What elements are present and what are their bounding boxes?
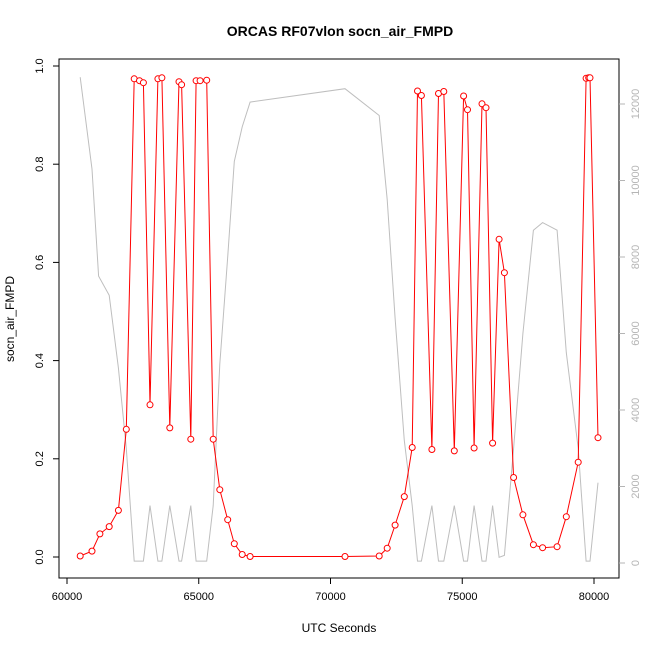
chart-title: ORCAS RF07vlon socn_air_FMPD — [227, 23, 453, 39]
y-axis-label: socn_air_FMPD — [3, 276, 17, 362]
x-tick-label: 80000 — [579, 591, 610, 603]
data-point — [417, 92, 425, 99]
y-right-tick-label: 2000 — [630, 474, 642, 498]
plot-frame — [58, 58, 620, 579]
data-point — [553, 543, 561, 551]
data-point — [400, 493, 408, 501]
y-tick-label: 0.8 — [34, 157, 46, 172]
data-point — [414, 87, 421, 95]
data-point — [88, 547, 96, 555]
data-point — [375, 552, 383, 560]
data-point — [178, 81, 186, 89]
secondary-series — [79, 77, 599, 562]
y-tick-label: 1.0 — [34, 58, 46, 73]
y-right-tick-label: 6000 — [630, 321, 642, 345]
data-point — [209, 435, 217, 443]
x-axis-label: UTC Seconds — [302, 621, 377, 635]
primary-series-line — [80, 77, 599, 557]
data-point — [224, 516, 232, 524]
data-point — [76, 552, 84, 560]
y-tick-label: 0.0 — [34, 549, 46, 564]
y-right-tick-label: 8000 — [630, 245, 642, 269]
data-point — [529, 541, 537, 549]
data-point — [562, 513, 570, 521]
data-point — [146, 401, 154, 409]
data-point — [482, 104, 490, 112]
data-point — [460, 92, 468, 100]
data-point — [519, 511, 527, 519]
data-point — [238, 551, 246, 558]
data-point — [122, 425, 130, 433]
data-point — [489, 439, 497, 447]
data-point — [470, 444, 478, 452]
data-point — [203, 76, 211, 84]
x-tick-label: 70000 — [315, 591, 346, 603]
data-point — [510, 474, 518, 481]
data-point — [96, 530, 104, 538]
data-point — [450, 447, 458, 455]
data-point — [230, 540, 238, 548]
y-right-tick-label: 0 — [630, 560, 642, 566]
data-point — [246, 553, 254, 560]
data-point — [187, 435, 195, 443]
data-point — [196, 77, 204, 85]
data-point — [341, 553, 349, 560]
y-right-tick-label: 12000 — [630, 89, 642, 120]
data-point — [166, 424, 174, 432]
y-tick-label: 0.6 — [34, 255, 46, 270]
data-point — [495, 235, 503, 243]
data-point — [391, 521, 399, 529]
data-point — [500, 269, 508, 277]
y-tick-label: 0.4 — [34, 353, 46, 368]
data-point — [594, 434, 602, 442]
data-point — [440, 88, 448, 95]
x-tick-label: 75000 — [447, 591, 478, 603]
data-point — [383, 544, 391, 552]
data-point — [158, 74, 166, 82]
y-right-tick-label: 10000 — [630, 165, 642, 196]
data-point — [139, 79, 147, 87]
y-right-tick-label: 4000 — [630, 398, 642, 422]
data-point — [114, 506, 122, 514]
axes: 60000 65000 70000 75000 800000.00.20.40.60.8… — [34, 58, 642, 603]
data-point — [105, 523, 113, 531]
data-point — [428, 446, 436, 453]
data-point — [574, 458, 582, 466]
y-tick-label: 0.2 — [34, 451, 46, 466]
data-point — [586, 74, 594, 82]
primary-series — [76, 74, 602, 560]
x-tick-label: 65000 — [183, 591, 214, 603]
data-point — [539, 544, 547, 552]
x-tick-label: 60000 — [52, 591, 83, 603]
data-point — [216, 486, 224, 494]
data-point — [408, 444, 416, 451]
data-point — [464, 106, 471, 114]
secondary-series-line — [79, 77, 599, 562]
